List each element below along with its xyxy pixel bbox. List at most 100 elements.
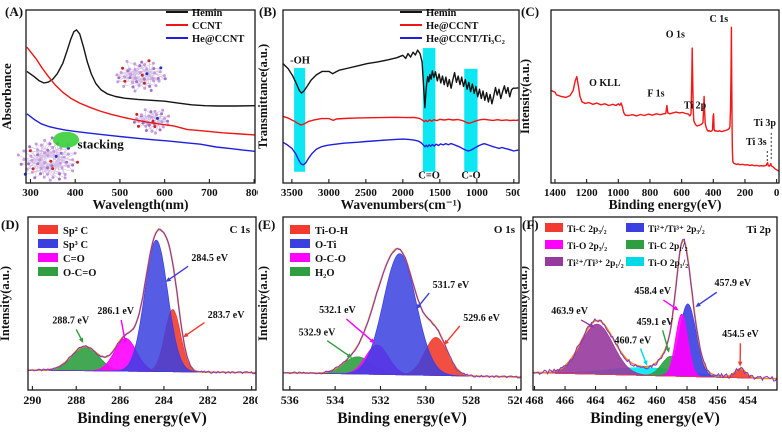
molecule-atom [63, 173, 67, 176]
molecule-atom [60, 166, 64, 170]
molecule-atom [116, 80, 120, 84]
panel-xps-o1s: (E) 536 534 532 530 528 526 Binding energy(eV)… [258, 215, 522, 435]
molecule-atom [30, 158, 34, 162]
molecule-atom [46, 148, 50, 152]
x-tick-label: 300 [22, 187, 39, 199]
panel-ftir: (B) -OH C=O C-O 3500 3000 2500 2000 1500 1000 500… [258, 0, 520, 215]
annotation-label: 286.1 eV [97, 306, 134, 317]
annotation-arrow-line [186, 321, 205, 336]
annotation-arrowhead [695, 302, 701, 307]
x-tick-label: 700 [201, 187, 218, 199]
series-line [26, 29, 256, 107]
x-tick-label: 1000 [466, 187, 489, 199]
molecule-atom [22, 158, 26, 161]
annotation-label: 463.9 eV [551, 306, 588, 317]
molecule-atom [156, 77, 160, 80]
annotation-arrowhead [183, 332, 189, 338]
legend-swatch [545, 240, 563, 249]
molecule-atom [154, 84, 158, 88]
molecule-atom [19, 162, 23, 166]
molecule-atom [130, 80, 134, 84]
x-tick-label: 462 [617, 393, 635, 407]
molecule-atom [163, 117, 167, 120]
molecule-atom [157, 79, 161, 83]
molecule-atom [62, 155, 66, 159]
molecule-atom [121, 66, 124, 70]
molecule-atom [27, 162, 30, 166]
raw-data-trace [27, 228, 257, 375]
corner-region-label: C 1s [230, 224, 251, 236]
panel-e-tag: (E) [258, 217, 276, 232]
legend-swatch [38, 267, 58, 276]
annotation-label: 532.1 eV [319, 305, 356, 316]
raw-data-trace [532, 238, 778, 382]
annotation-arrowhead [589, 323, 595, 328]
annotation-arrowhead [78, 337, 84, 343]
x-tick-label: 200 [737, 187, 754, 199]
molecule-atom [153, 71, 157, 75]
x-tick-label: 532 [371, 393, 389, 407]
legend-swatch [626, 240, 644, 249]
molecule-atom [140, 73, 144, 77]
molecule-atom [59, 151, 63, 155]
molecule-atom [128, 76, 132, 80]
annotation-label: C 1s [710, 14, 729, 25]
molecule-atom [147, 123, 151, 127]
molecule-atom [167, 114, 171, 118]
molecule-atom [143, 63, 147, 67]
panel-xps-c1s: (D) 290 288 286 284 282 280 Binding energy(eV)… [0, 215, 258, 435]
molecule-atom [144, 124, 148, 128]
molecule-atom [154, 131, 157, 135]
molecule-atom [119, 71, 123, 74]
molecule-atom [132, 120, 136, 124]
molecule-illustration [115, 59, 167, 93]
molecule-atom [159, 66, 163, 70]
x-tick-label: 0 [774, 187, 780, 199]
molecule-atom [73, 151, 77, 155]
panel-a-tag: (A) [5, 4, 24, 19]
molecule-atom [76, 160, 79, 164]
molecule-atom [128, 67, 132, 71]
legend-swatch [290, 225, 310, 234]
x-tick-label: 500 [112, 187, 129, 199]
x-tick-label: 466 [556, 393, 574, 407]
molecule-atom [153, 110, 157, 113]
plot-frame [550, 9, 780, 184]
molecule-atom [48, 178, 52, 182]
molecule-atom [58, 172, 62, 176]
annotation-label: 454.5 eV [722, 329, 759, 340]
annotation-arrow-line [326, 340, 350, 357]
molecule-atom [43, 138, 47, 142]
pi-stacking-ellipse [53, 131, 80, 148]
x-tick-label: 400 [705, 187, 722, 199]
x-tick-label: 288 [67, 393, 85, 407]
legend-label: Ti-C 2p₁/₂ [648, 242, 688, 252]
molecule-atom [71, 169, 75, 173]
annotation-label: 459.1 eV [637, 317, 674, 328]
legend-label: Ti²⁺/Ti³⁺ 2p₃/₂ [648, 225, 705, 235]
annotation-arrowhead [165, 277, 172, 282]
legend-label: Ti-O-H [315, 226, 348, 237]
x-tick-label: 1000 [607, 187, 630, 199]
molecule-atom [58, 161, 62, 165]
annotation-label: 283.7 eV [208, 310, 245, 321]
molecule-atom [149, 89, 153, 92]
y-axis-label: Intensity(a.u.) [258, 266, 270, 341]
molecule-atom [151, 61, 155, 65]
xps-component [28, 239, 256, 374]
panel-d-tag: (D) [1, 217, 20, 232]
panel-c-tag: (C) [521, 4, 540, 19]
x-tick-label: 458 [678, 393, 696, 407]
x-axis-label: Wavelength(nm) [93, 197, 189, 212]
molecule-atom [150, 129, 154, 133]
molecule-atom [122, 84, 126, 88]
annotation-arrow-line [168, 265, 189, 281]
molecule-atom [46, 172, 50, 176]
molecule-atom [147, 114, 151, 118]
x-tick-label: 286 [111, 393, 129, 407]
legend-label: C=O [63, 254, 85, 265]
x-tick-label: 528 [462, 393, 480, 407]
panel-xps-survey: (C) 1400 1200 1000 800 600 400 200 0 Binding ene… [520, 0, 782, 215]
x-tick-label: 530 [417, 393, 435, 407]
plot-frame [27, 216, 257, 391]
